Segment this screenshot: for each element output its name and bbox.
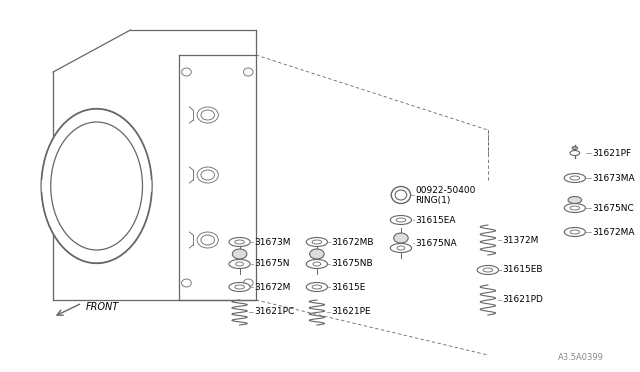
- Ellipse shape: [390, 215, 412, 224]
- Text: 31673M: 31673M: [254, 237, 291, 247]
- Ellipse shape: [570, 206, 580, 210]
- Ellipse shape: [396, 218, 406, 222]
- Text: 31621PF: 31621PF: [592, 148, 631, 157]
- Ellipse shape: [41, 109, 152, 263]
- Ellipse shape: [197, 167, 218, 183]
- Ellipse shape: [182, 279, 191, 287]
- Ellipse shape: [564, 228, 586, 237]
- Ellipse shape: [312, 240, 322, 244]
- Ellipse shape: [570, 230, 580, 234]
- Text: 31615E: 31615E: [332, 282, 365, 292]
- Ellipse shape: [197, 232, 218, 248]
- Ellipse shape: [229, 237, 250, 247]
- Text: 31621PE: 31621PE: [332, 308, 371, 317]
- Text: 31675NA: 31675NA: [415, 238, 457, 247]
- Ellipse shape: [570, 151, 580, 155]
- Ellipse shape: [564, 203, 586, 212]
- Ellipse shape: [243, 68, 253, 76]
- Ellipse shape: [201, 235, 214, 245]
- Ellipse shape: [390, 244, 412, 253]
- Ellipse shape: [236, 262, 243, 266]
- Ellipse shape: [312, 285, 322, 289]
- Ellipse shape: [201, 110, 214, 120]
- Text: FRONT: FRONT: [86, 302, 119, 312]
- Ellipse shape: [235, 240, 244, 244]
- Text: 31615EA: 31615EA: [415, 215, 456, 224]
- Ellipse shape: [201, 170, 214, 180]
- Text: 31372M: 31372M: [502, 235, 539, 244]
- Text: 31675NC: 31675NC: [592, 203, 634, 212]
- Ellipse shape: [229, 282, 250, 292]
- Text: 31621PC: 31621PC: [254, 308, 294, 317]
- Ellipse shape: [307, 260, 328, 269]
- Ellipse shape: [197, 107, 218, 123]
- Ellipse shape: [568, 196, 582, 203]
- Text: 31675NB: 31675NB: [332, 260, 373, 269]
- Ellipse shape: [313, 262, 321, 266]
- Text: 31672M: 31672M: [254, 282, 291, 292]
- Text: 31672MA: 31672MA: [592, 228, 635, 237]
- Text: RING(1): RING(1): [415, 196, 451, 205]
- Ellipse shape: [229, 260, 250, 269]
- Ellipse shape: [310, 249, 324, 259]
- Ellipse shape: [232, 249, 247, 259]
- Text: 31672MB: 31672MB: [332, 237, 374, 247]
- Ellipse shape: [483, 268, 493, 272]
- Text: 00922-50400: 00922-50400: [415, 186, 476, 195]
- Ellipse shape: [307, 282, 328, 292]
- Text: A3.5A0399: A3.5A0399: [558, 353, 604, 362]
- Ellipse shape: [397, 246, 404, 250]
- Ellipse shape: [235, 285, 244, 289]
- Ellipse shape: [394, 233, 408, 243]
- Ellipse shape: [243, 279, 253, 287]
- Ellipse shape: [572, 147, 578, 150]
- Ellipse shape: [182, 68, 191, 76]
- Text: 31615EB: 31615EB: [502, 266, 543, 275]
- Ellipse shape: [477, 266, 499, 275]
- Text: 31673MA: 31673MA: [592, 173, 635, 183]
- Ellipse shape: [307, 237, 328, 247]
- Ellipse shape: [564, 173, 586, 183]
- Text: 31675N: 31675N: [254, 260, 289, 269]
- Text: 31621PD: 31621PD: [502, 295, 543, 305]
- Ellipse shape: [51, 122, 143, 250]
- Ellipse shape: [570, 176, 580, 180]
